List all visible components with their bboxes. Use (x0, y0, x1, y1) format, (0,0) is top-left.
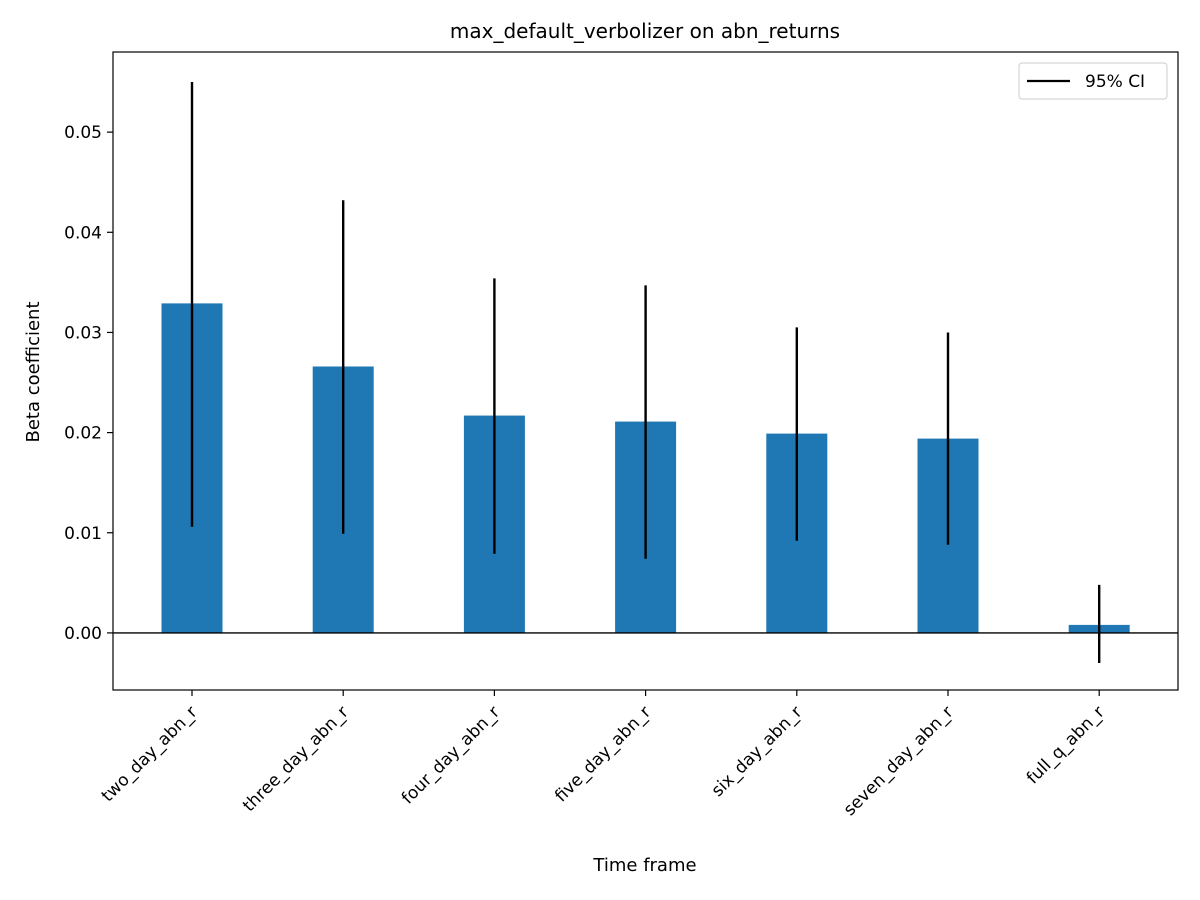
chart-title: max_default_verbolizer on abn_returns (450, 19, 840, 43)
y-tick-label: 0.00 (64, 624, 102, 644)
x-tick-label: four_day_abn_r (398, 702, 504, 808)
legend-label: 95% CI (1085, 72, 1145, 92)
legend-box (1018, 62, 1168, 100)
y-axis-title: Beta coefficient (23, 301, 44, 442)
x-tick-label: three_day_abn_r (239, 702, 353, 816)
legend: 95% CI (1018, 62, 1168, 100)
x-axis-title: Time frame (592, 855, 696, 876)
error-bars-layer (190, 82, 1101, 663)
y-axis: 0.00 0.01 0.02 0.03 0.04 0.05 (64, 123, 113, 644)
x-tick-label: five_day_abn_r (551, 702, 655, 806)
y-tick-label: 0.03 (64, 323, 102, 343)
y-tick-label: 0.01 (64, 524, 102, 544)
x-tick-label: seven_day_abn_r (840, 702, 958, 820)
x-axis: two_day_abn_r three_day_abn_r four_day_abn… (98, 690, 1109, 820)
x-tick-label: full_q_abn_r (1023, 702, 1109, 788)
x-tick-label: six_day_abn_r (708, 702, 807, 801)
x-tick-label: two_day_abn_r (98, 702, 202, 806)
y-tick-label: 0.04 (64, 223, 102, 243)
y-tick-label: 0.02 (64, 424, 102, 444)
y-tick-label: 0.05 (64, 123, 102, 143)
